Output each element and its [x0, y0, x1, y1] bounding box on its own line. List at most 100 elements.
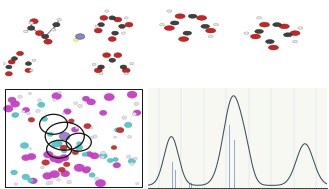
Circle shape [136, 182, 139, 185]
Circle shape [100, 110, 107, 115]
Circle shape [57, 178, 61, 181]
Circle shape [255, 29, 264, 33]
Circle shape [124, 17, 128, 19]
Circle shape [201, 24, 210, 28]
Circle shape [257, 17, 262, 19]
Circle shape [5, 72, 13, 76]
Circle shape [28, 26, 35, 30]
Circle shape [109, 58, 115, 62]
Circle shape [60, 132, 70, 140]
Circle shape [38, 102, 45, 107]
Bar [175, 170, 176, 188]
Circle shape [266, 40, 274, 44]
Circle shape [67, 180, 72, 184]
Circle shape [160, 23, 164, 26]
Bar [172, 162, 173, 188]
Circle shape [130, 62, 134, 65]
Circle shape [43, 151, 53, 158]
Circle shape [14, 183, 18, 186]
Circle shape [122, 68, 130, 73]
Circle shape [6, 65, 12, 69]
Circle shape [121, 32, 125, 34]
Circle shape [40, 166, 44, 169]
Circle shape [114, 136, 116, 138]
Circle shape [95, 25, 99, 28]
Circle shape [65, 120, 68, 123]
Circle shape [250, 34, 261, 39]
Circle shape [48, 181, 53, 184]
Circle shape [120, 65, 127, 69]
Circle shape [290, 31, 300, 36]
Circle shape [53, 22, 60, 27]
Circle shape [133, 110, 141, 115]
Circle shape [60, 145, 67, 150]
Circle shape [82, 168, 90, 173]
Circle shape [3, 105, 13, 112]
Circle shape [292, 40, 297, 43]
Circle shape [103, 53, 111, 57]
Circle shape [98, 23, 104, 27]
Circle shape [104, 93, 114, 101]
Circle shape [74, 164, 85, 171]
Circle shape [71, 127, 79, 132]
Circle shape [119, 24, 125, 28]
Circle shape [44, 39, 52, 44]
Circle shape [63, 109, 71, 114]
Circle shape [12, 57, 17, 60]
Circle shape [58, 167, 65, 172]
Circle shape [38, 99, 42, 102]
Circle shape [49, 171, 60, 178]
Circle shape [72, 150, 79, 155]
Circle shape [75, 127, 79, 129]
Circle shape [28, 117, 35, 122]
Circle shape [52, 93, 62, 99]
Circle shape [298, 27, 303, 29]
Circle shape [13, 113, 19, 117]
Circle shape [188, 14, 197, 18]
Circle shape [87, 99, 95, 105]
Circle shape [51, 28, 56, 31]
Circle shape [208, 35, 213, 38]
Circle shape [133, 157, 137, 160]
Circle shape [197, 15, 207, 20]
Circle shape [1, 63, 5, 65]
Circle shape [113, 163, 121, 168]
Circle shape [29, 178, 37, 184]
Circle shape [99, 153, 107, 159]
Circle shape [30, 19, 38, 24]
Bar [234, 140, 235, 188]
Circle shape [76, 34, 85, 39]
Circle shape [114, 128, 120, 132]
Circle shape [125, 22, 133, 27]
Circle shape [11, 101, 20, 107]
Circle shape [268, 45, 279, 50]
Circle shape [8, 60, 15, 64]
Circle shape [89, 173, 95, 177]
Circle shape [126, 155, 131, 158]
Circle shape [108, 37, 116, 41]
Circle shape [36, 31, 44, 36]
Circle shape [12, 113, 18, 117]
Circle shape [100, 156, 104, 159]
Circle shape [32, 59, 36, 61]
Circle shape [41, 34, 49, 39]
Circle shape [95, 179, 106, 187]
Circle shape [62, 149, 67, 153]
Circle shape [128, 159, 136, 164]
Circle shape [94, 28, 102, 33]
Circle shape [22, 107, 30, 112]
Circle shape [73, 38, 78, 41]
Circle shape [124, 73, 128, 75]
Circle shape [214, 23, 218, 26]
Circle shape [20, 143, 29, 148]
Circle shape [84, 123, 91, 129]
Circle shape [22, 110, 25, 113]
Circle shape [111, 146, 117, 149]
Circle shape [22, 155, 30, 161]
Circle shape [82, 153, 88, 156]
Circle shape [92, 135, 97, 138]
Circle shape [54, 156, 63, 163]
Circle shape [57, 18, 62, 21]
Circle shape [92, 63, 96, 66]
Circle shape [134, 102, 139, 106]
